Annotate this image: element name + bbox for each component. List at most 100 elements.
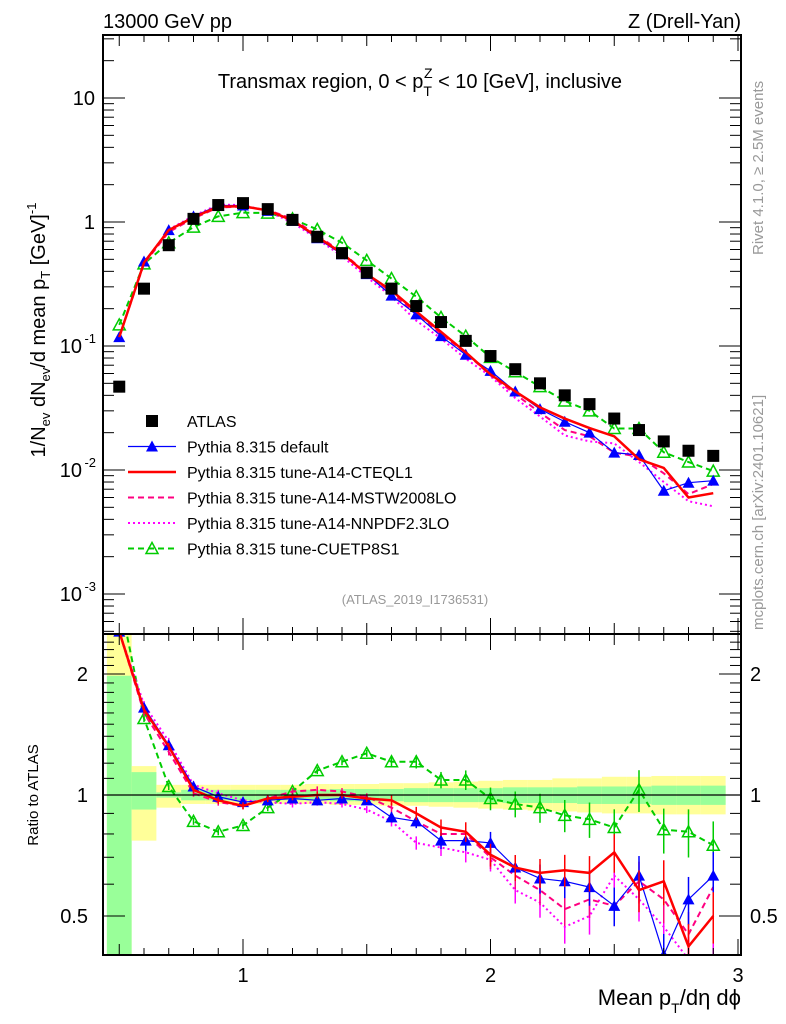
data-point — [534, 377, 546, 390]
data-point — [682, 444, 695, 457]
ylabel-part-1: 1/N — [28, 426, 50, 457]
ratio-point — [582, 811, 597, 826]
ratio-point — [483, 790, 498, 805]
ylabel-part-3: /d mean p — [28, 279, 50, 368]
ylabel-sup: -1 — [24, 203, 39, 215]
x-axis-label: Mean pT/dη dϕ — [598, 985, 741, 1016]
xlabel-sub-T: T — [671, 1000, 680, 1016]
header-right: Z (Drell-Yan) — [628, 11, 741, 33]
data-point — [681, 454, 696, 468]
legend-label: Pythia 8.315 tune-A14-NNPDF2.3LO — [187, 516, 449, 533]
xlabel-part-1: Mean p — [598, 985, 671, 1010]
ratio-point — [681, 824, 696, 838]
data-point — [682, 476, 695, 488]
legend-entry: Pythia 8.315 tune-A14-NNPDF2.3LO — [128, 516, 449, 533]
y-tick-label: 10 — [73, 88, 95, 110]
legend-label: Pythia 8.315 default — [187, 440, 329, 457]
ylabel-sub-ev-2: ev — [38, 367, 53, 381]
data-point — [582, 403, 597, 417]
data-point — [360, 266, 373, 279]
data-point — [484, 350, 497, 363]
data-point — [286, 213, 299, 226]
x-tick-label: 2 — [485, 965, 496, 987]
data-point — [385, 289, 398, 301]
ratio-point — [435, 834, 447, 846]
ratio-point — [384, 754, 399, 768]
data-point — [113, 380, 126, 393]
data-point — [435, 316, 447, 329]
data-point — [435, 330, 447, 342]
ratio-point — [187, 780, 200, 792]
series-line — [118, 203, 714, 508]
ratio-point — [408, 754, 424, 768]
title-sup-Z: Z — [424, 65, 433, 81]
legend-entry: Pythia 8.315 tune-A14-CTEQL1 — [128, 465, 413, 482]
ratio-point — [311, 794, 324, 806]
main-ylabel: 1/Nev dNev/d mean pT [GeV]-1 — [24, 203, 53, 458]
data-point — [707, 449, 720, 462]
data-point — [261, 203, 274, 216]
title-part-1: Transmax region, 0 < p — [218, 71, 423, 93]
analysis-id-annotation: (ATLAS_2019_I1736531) — [342, 592, 488, 607]
legend-marker — [144, 540, 160, 555]
data-point — [583, 398, 596, 411]
data-point — [707, 474, 720, 486]
data-point — [186, 219, 201, 233]
legend-entry: ATLAS — [146, 414, 237, 431]
ratio-point — [532, 800, 548, 814]
data-point — [187, 212, 200, 225]
data-point — [162, 239, 175, 252]
y-tick-exponent: -2 — [84, 455, 96, 470]
data-point — [606, 420, 622, 435]
ratio-ylabel: Ratio to ATLAS — [25, 744, 42, 845]
data-point — [311, 230, 324, 243]
ratio-point — [656, 822, 672, 836]
y-tick-label: 10 — [60, 584, 82, 606]
title-part-2: < 10 [GeV], inclusive — [433, 71, 623, 93]
y-tick-exponent: -1 — [84, 331, 96, 346]
ratio-point — [410, 815, 423, 827]
ratio-y-tick-label-right: 2 — [750, 664, 761, 686]
data-point — [608, 446, 621, 458]
legend-marker — [146, 440, 158, 452]
ratio-point — [705, 837, 721, 851]
y-tick-label: 10 — [60, 336, 82, 358]
data-point — [235, 205, 251, 219]
data-point — [657, 484, 670, 496]
data-point — [608, 412, 621, 425]
ratio-y-tick-label-right: 1 — [750, 785, 761, 807]
xlabel-part-2: /dη dϕ — [680, 985, 741, 1010]
data-point — [558, 415, 571, 427]
ratio-point — [707, 869, 720, 881]
ratio-pythia-8-315-tune-cuetp8s1 — [125, 634, 721, 873]
ylabel-sub-T: T — [38, 271, 53, 279]
x-tick-label: 3 — [732, 965, 743, 987]
x-tick-label: 1 — [237, 965, 248, 987]
data-point — [583, 426, 596, 438]
data-point — [212, 199, 225, 212]
legend: ATLAS Pythia 8.315 default Pythia 8.315 tu… — [128, 414, 456, 559]
svg-text:1/Nev dNev/d mean pT [GeV]-1: 1/Nev dNev/d mean pT [GeV]-1 — [24, 203, 53, 458]
ratio-point — [484, 836, 497, 848]
ratio-point — [210, 824, 226, 838]
legend-label: Pythia 8.315 tune-A14-CTEQL1 — [187, 465, 413, 482]
ratio-point — [606, 819, 622, 834]
ratio-point — [385, 811, 398, 823]
ratio-y-tick-label-right: 0.5 — [750, 906, 778, 928]
ratio-point — [608, 899, 621, 911]
y-tick-label: 10 — [60, 460, 82, 482]
data-point — [459, 334, 472, 347]
ratio-y-tick-label-left: 0.5 — [60, 906, 88, 928]
series-pythia-8-315-tune-cuetp8s1 — [111, 205, 721, 477]
ratio-point — [359, 745, 375, 760]
data-point — [359, 252, 375, 267]
legend-label: Pythia 8.315 tune-A14-MSTW2008LO — [187, 491, 456, 508]
stat-uncertainty-band — [106, 675, 132, 955]
data-point — [633, 424, 645, 437]
stat-uncertainty-band — [131, 772, 157, 810]
main-plot-series — [111, 197, 721, 508]
data-point — [237, 197, 249, 210]
ylabel-part-2: dN — [28, 381, 50, 412]
